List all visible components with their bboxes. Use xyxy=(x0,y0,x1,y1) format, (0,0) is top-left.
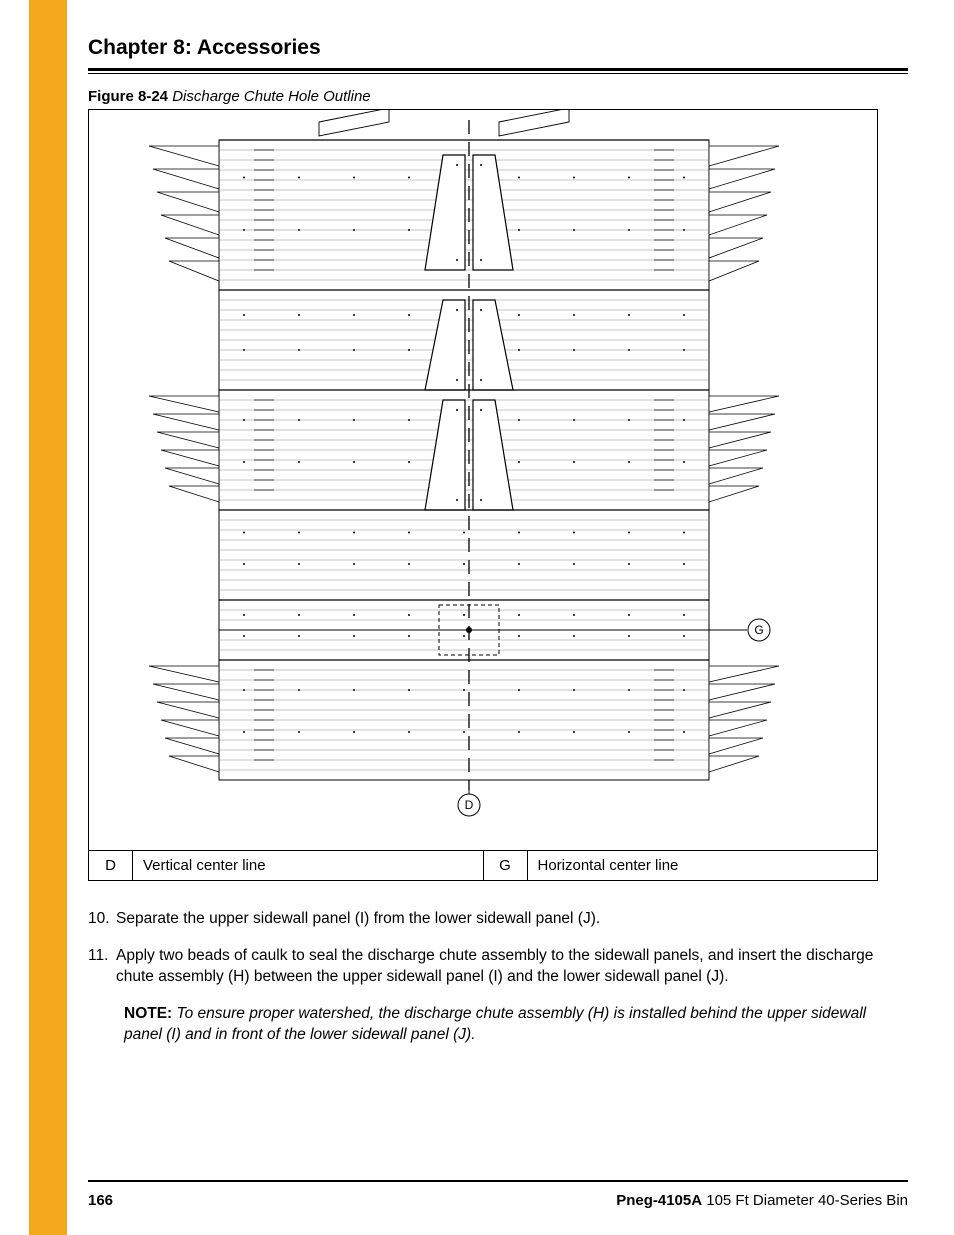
step-10: 10. Separate the upper sidewall panel (I… xyxy=(88,909,908,930)
figure-box: GD D Vertical center line G Horizontal c… xyxy=(88,109,878,881)
note: NOTE: To ensure proper watershed, the di… xyxy=(124,1004,908,1046)
title-rule-thick xyxy=(88,68,908,71)
figure-caption: Discharge Chute Hole Outline xyxy=(172,88,370,105)
step-text: Separate the upper sidewall panel (I) fr… xyxy=(116,909,908,930)
doc-code: Pneg-4105A xyxy=(616,1192,702,1209)
page-content: Chapter 8: Accessories Figure 8-24 Disch… xyxy=(88,36,908,1046)
legend-val-d: Vertical center line xyxy=(133,851,484,880)
chapter-title: Chapter 8: Accessories xyxy=(88,36,908,68)
footer-rule xyxy=(88,1180,908,1182)
legend-key-g: G xyxy=(484,851,528,880)
legend-table: D Vertical center line G Horizontal cent… xyxy=(89,850,877,880)
step-number: 10. xyxy=(88,909,116,930)
page-footer: 166 Pneg-4105A 105 Ft Diameter 40-Series… xyxy=(88,1192,908,1209)
svg-text:D: D xyxy=(465,798,474,812)
side-accent-bar xyxy=(29,0,67,1235)
instruction-steps: 10. Separate the upper sidewall panel (I… xyxy=(88,909,908,1046)
step-text: Apply two beads of caulk to seal the dis… xyxy=(116,946,908,988)
step-number: 11. xyxy=(88,946,116,988)
discharge-chute-diagram: GD xyxy=(89,110,877,834)
note-text: To ensure proper watershed, the discharg… xyxy=(124,1005,866,1043)
figure-label: Figure 8-24 Discharge Chute Hole Outline xyxy=(88,88,908,105)
diagram-area: GD xyxy=(89,110,877,834)
page-number: 166 xyxy=(88,1192,113,1209)
note-label: NOTE: xyxy=(124,1005,172,1022)
doc-title: 105 Ft Diameter 40-Series Bin xyxy=(706,1192,908,1209)
doc-identifier: Pneg-4105A 105 Ft Diameter 40-Series Bin xyxy=(616,1192,908,1209)
title-rule-thin xyxy=(88,73,908,74)
svg-text:G: G xyxy=(754,623,763,637)
legend-key-d: D xyxy=(89,851,133,880)
legend-val-g: Horizontal center line xyxy=(528,851,878,880)
step-11: 11. Apply two beads of caulk to seal the… xyxy=(88,946,908,988)
figure-number: Figure 8-24 xyxy=(88,88,168,105)
